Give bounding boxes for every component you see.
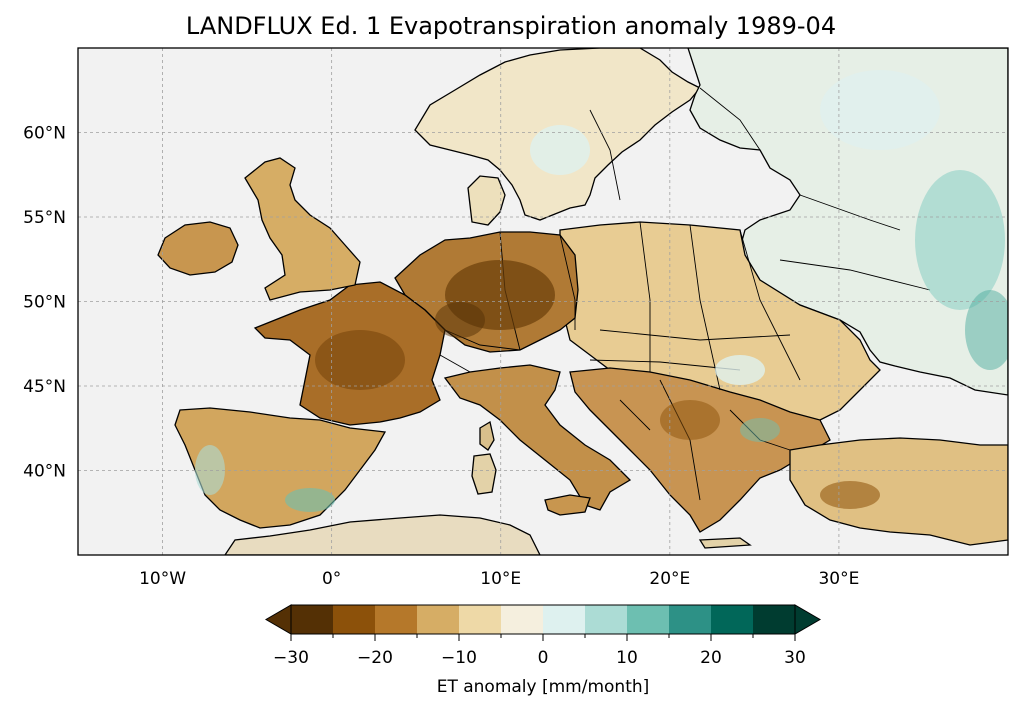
lat-tick-label: 60°N <box>23 124 66 144</box>
country-borders <box>439 87 931 501</box>
lat-tick-labels: 40°N 45°N 50°N 55°N 60°N <box>23 124 66 482</box>
gridlines <box>78 48 1008 555</box>
lat-tick-label: 55°N <box>23 208 66 228</box>
colorbar-tick-label: −10 <box>441 648 477 668</box>
colorbar-segment <box>669 605 711 634</box>
colorbar-segment <box>417 605 459 634</box>
land-crete <box>698 537 752 549</box>
lon-tick-label: 30°E <box>818 569 859 589</box>
land-balkans <box>569 367 831 533</box>
lat-tick-label: 45°N <box>23 377 66 397</box>
colorbar-tick-label: 0 <box>538 648 549 668</box>
colorbar-tick-label: 30 <box>784 648 806 668</box>
land-denmark <box>467 175 506 226</box>
land-layer <box>157 48 1008 555</box>
lon-tick-label: 10°W <box>139 569 186 589</box>
colorbar-tick-label: −20 <box>357 648 393 668</box>
land-north-africa <box>224 514 541 555</box>
lon-tick-label: 10°E <box>480 569 521 589</box>
map-title: LANDFLUX Ed. 1 Evapotranspiration anomal… <box>185 12 837 40</box>
colorbar-tick-label: −30 <box>273 648 309 668</box>
colorbar-segment <box>585 605 627 634</box>
colorbar-label: ET anomaly [mm/month] <box>437 677 650 697</box>
land-sardinia <box>471 453 497 495</box>
land-ireland <box>157 221 239 276</box>
lon-tick-label: 20°E <box>649 569 690 589</box>
land-sicily <box>544 494 591 516</box>
colorbar-segment <box>501 605 543 634</box>
colorbar-tick-label: 20 <box>700 648 722 668</box>
colorbar-segment <box>627 605 669 634</box>
colorbar-segment <box>333 605 375 634</box>
colorbar-segment <box>375 605 417 634</box>
colorbar-segment <box>543 605 585 634</box>
colorbar-tick-label: 10 <box>616 648 638 668</box>
colorbar-segment <box>753 605 795 634</box>
land-turkey <box>789 437 1008 546</box>
land-italy <box>443 364 632 511</box>
colorbar-segment <box>711 605 753 634</box>
lat-tick-label: 40°N <box>23 462 66 482</box>
lon-tick-labels: 10°W 0° 10°E 20°E 30°E <box>139 569 859 589</box>
colorbar-extend-min <box>265 604 292 635</box>
colorbar: −30 −20 −10 0 10 20 30 <box>265 604 821 668</box>
lon-tick-label: 0° <box>322 569 341 589</box>
lat-tick-label: 50°N <box>23 293 66 313</box>
colorbar-segment <box>459 605 501 634</box>
anomaly-blotches <box>195 70 1008 512</box>
land-corsica <box>479 420 495 451</box>
colorbar-segment <box>291 605 333 634</box>
map-frame <box>77 47 1009 556</box>
colorbar-extend-max <box>794 604 821 635</box>
